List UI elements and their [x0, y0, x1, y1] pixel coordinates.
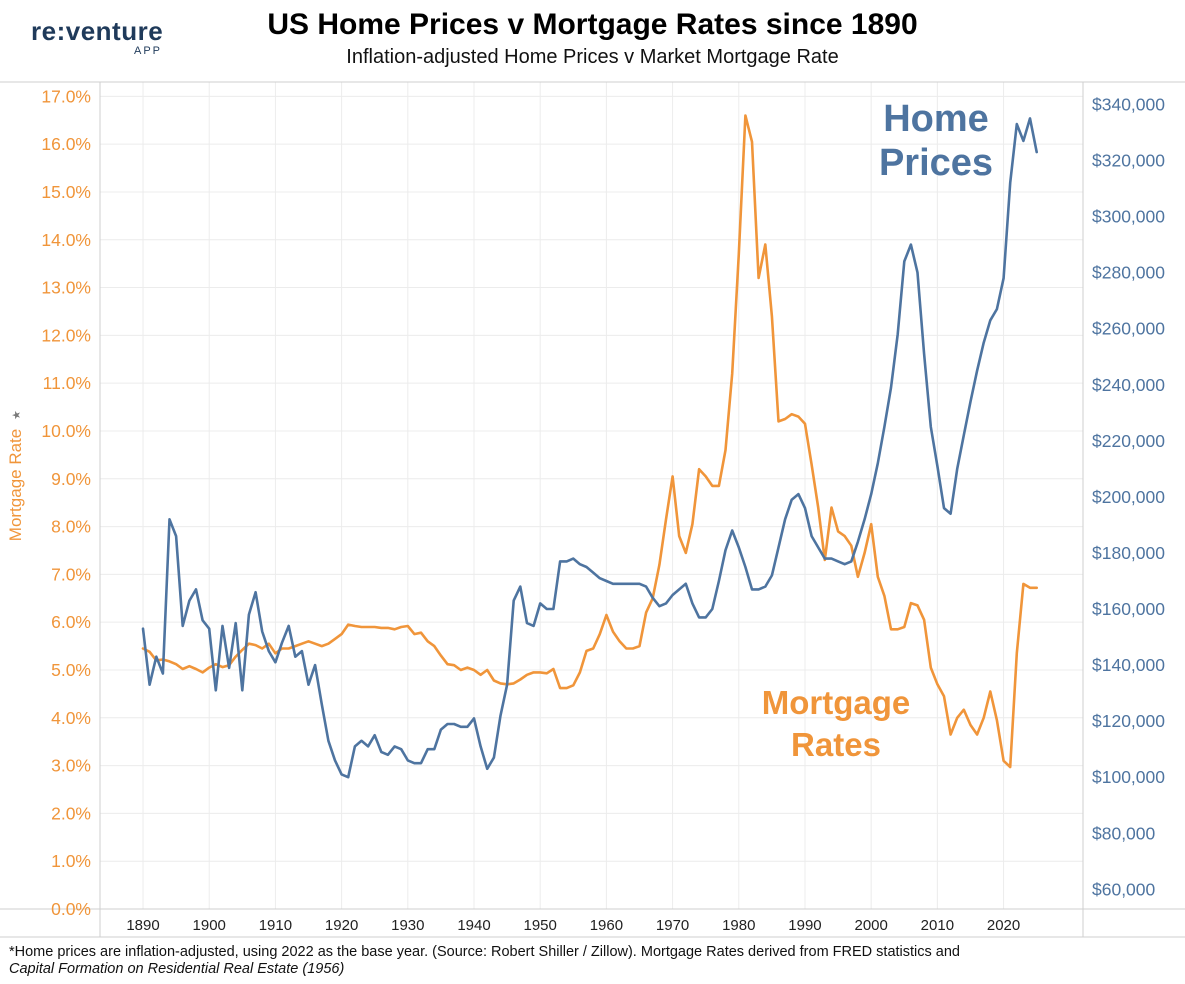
y-tick-label: 5.0% — [51, 660, 91, 680]
y2-tick-label: $180,000 — [1092, 543, 1165, 563]
mortgage-rates-annotation: Rates — [791, 726, 881, 763]
y2-tick-label: $120,000 — [1092, 711, 1165, 731]
x-tick-label: 1970 — [656, 917, 689, 934]
y2-tick-label: $300,000 — [1092, 207, 1165, 227]
y-tick-label: 3.0% — [51, 756, 91, 776]
y2-tick-label: $240,000 — [1092, 375, 1165, 395]
x-tick-label: 1950 — [524, 917, 557, 934]
x-tick-label: 1980 — [722, 917, 755, 934]
x-tick-label: 1920 — [325, 917, 358, 934]
y2-tick-label: $280,000 — [1092, 263, 1165, 283]
x-tick-label: 1960 — [590, 917, 623, 934]
y-axis-title: Mortgage Rate — [6, 429, 25, 541]
footnote-line-1: *Home prices are inflation-adjusted, usi… — [9, 944, 960, 960]
y2-tick-label: $60,000 — [1092, 879, 1156, 899]
y-tick-label: 4.0% — [51, 708, 91, 728]
y2-tick-label: $100,000 — [1092, 767, 1165, 787]
home-prices-line — [141, 117, 1038, 779]
y-tick-label: 15.0% — [41, 182, 91, 202]
x-tick-label: 1990 — [788, 917, 821, 934]
y-tick-label: 1.0% — [51, 851, 91, 871]
y-tick-label: 2.0% — [51, 803, 91, 823]
x-tick-label: 1900 — [193, 917, 226, 934]
brand-logo: re:venture APP — [31, 16, 164, 57]
y-tick-label: 13.0% — [41, 278, 91, 298]
mortgage-rates-line — [141, 114, 1038, 769]
chart-subtitle: Inflation-adjusted Home Prices v Market … — [346, 46, 839, 68]
footnote: *Home prices are inflation-adjusted, usi… — [9, 944, 960, 978]
y2-tick-label: $340,000 — [1092, 94, 1165, 114]
y-tick-label: 6.0% — [51, 612, 91, 632]
y-tick-label: 16.0% — [41, 134, 91, 154]
y2-tick-label: $320,000 — [1092, 150, 1165, 170]
x-tick-label: 1890 — [126, 917, 159, 934]
y-tick-label: 10.0% — [41, 421, 91, 441]
y2-tick-label: $80,000 — [1092, 823, 1156, 843]
y-tick-label: 14.0% — [41, 230, 91, 250]
chart-title: US Home Prices v Mortgage Rates since 18… — [267, 8, 918, 41]
y-tick-label: 12.0% — [41, 325, 91, 345]
logo-subtext: APP — [134, 45, 163, 57]
logo-text: re:venture — [31, 16, 164, 46]
y-tick-label: 11.0% — [43, 373, 91, 393]
x-tick-label: 1930 — [391, 917, 424, 934]
x-tick-label: 1910 — [259, 917, 292, 934]
y-tick-label: 7.0% — [51, 564, 91, 584]
x-tick-label: 2010 — [921, 917, 954, 934]
y2-tick-label: $160,000 — [1092, 599, 1165, 619]
footnote-line-2: Capital Formation on Residential Real Es… — [9, 961, 345, 977]
y-tick-label: 9.0% — [51, 469, 91, 489]
x-tick-label: 1940 — [457, 917, 490, 934]
y2-tick-label: $140,000 — [1092, 655, 1165, 675]
pin-icon: ★ — [10, 410, 23, 420]
y2-tick-label: $220,000 — [1092, 431, 1165, 451]
y2-tick-label: $200,000 — [1092, 487, 1165, 507]
x-tick-label: 2000 — [854, 917, 887, 934]
home-prices-annotation: Home — [883, 98, 989, 140]
x-tick-label: 2020 — [987, 917, 1020, 934]
y-tick-label: 17.0% — [41, 86, 91, 106]
y2-tick-label: $260,000 — [1092, 319, 1165, 339]
mortgage-rates-annotation: Mortgage — [762, 684, 911, 721]
y-tick-label: 0.0% — [51, 899, 91, 919]
home-prices-annotation: Prices — [879, 142, 993, 184]
y-tick-label: 8.0% — [51, 517, 91, 537]
